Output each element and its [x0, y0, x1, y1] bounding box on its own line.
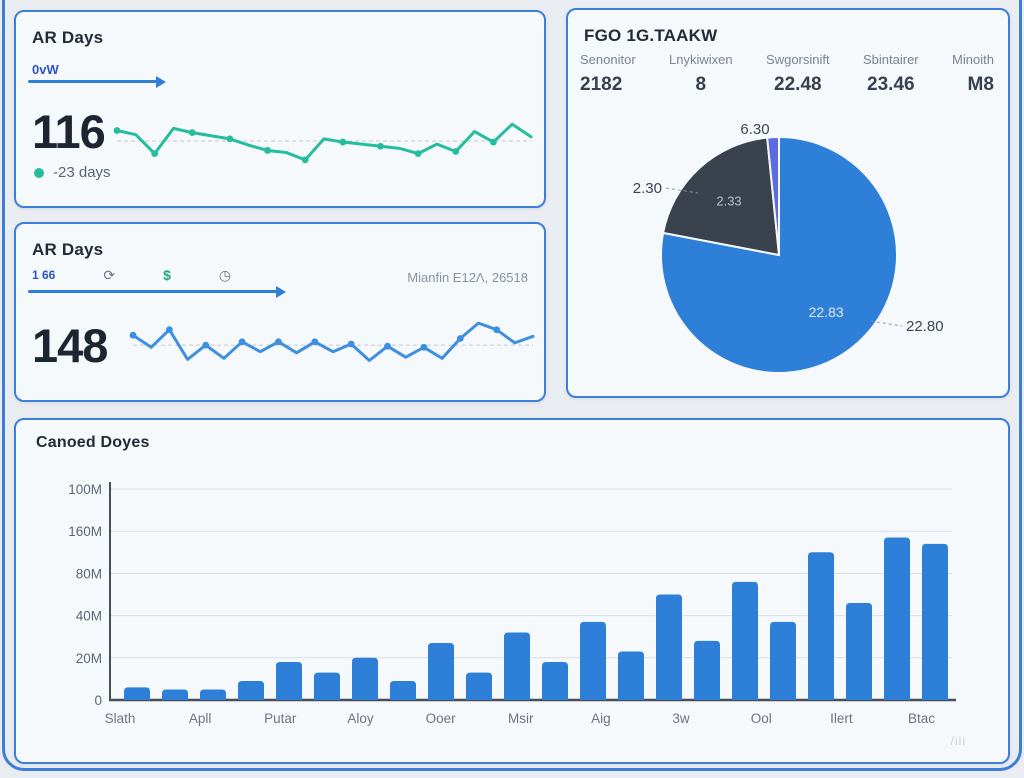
- svg-text:Putar: Putar: [264, 711, 297, 726]
- stat-label: Swgorsinift: [766, 52, 830, 67]
- metric-icon-row: 1 66 ⟳ $ ◷: [32, 268, 231, 282]
- svg-text:Apll: Apll: [189, 711, 212, 726]
- metric-label: 1 66: [32, 268, 56, 282]
- svg-text:Ool: Ool: [751, 711, 772, 726]
- svg-text:2.30: 2.30: [633, 180, 662, 197]
- svg-text:6.30: 6.30: [740, 121, 769, 138]
- svg-text:0: 0: [94, 693, 102, 708]
- bar-chart-card: Canoed Doyes 100M 160M 80M 40M 20M 0 Slath Apll…: [14, 418, 1010, 764]
- dollar-icon: $: [163, 267, 171, 283]
- corner-ghost-text: /ili: [950, 734, 966, 748]
- svg-text:Msir: Msir: [508, 711, 534, 726]
- delta-label: -23 days: [53, 164, 111, 181]
- stat-label: Sbintairer: [863, 52, 919, 67]
- stats-row: Senonitor 2182 Lnykiwixen 8 Swgorsinift …: [580, 52, 994, 96]
- svg-text:Aig: Aig: [591, 711, 611, 726]
- stat-label: Minoith: [952, 52, 994, 67]
- svg-text:Slath: Slath: [105, 711, 136, 726]
- card-title: FGO 1G.TAAKW: [584, 26, 718, 45]
- svg-text:Ooer: Ooer: [426, 711, 457, 726]
- card-title: AR Days: [32, 240, 104, 259]
- svg-text:22.83: 22.83: [809, 304, 844, 320]
- stat-label: Lnykiwixen: [669, 52, 733, 67]
- refresh-icon: ⟳: [103, 267, 116, 283]
- stat-value: M8: [967, 74, 994, 95]
- svg-text:40M: 40M: [76, 609, 102, 624]
- svg-text:3w: 3w: [672, 711, 690, 726]
- teal-dot-icon: [34, 167, 44, 178]
- pie-chart: 22.83 2.33 22.80 2.30 6.30: [633, 121, 944, 374]
- card-title: AR Days: [32, 28, 104, 47]
- stat-value: 22.48: [774, 74, 822, 95]
- ar-days-card-mid: AR Days 1 66 ⟳ $ ◷ Mianfin E12Λ, 26518 1…: [14, 222, 546, 402]
- svg-text:2.33: 2.33: [716, 193, 741, 208]
- stat-label: Senonitor: [580, 52, 636, 67]
- stat-block: Senonitor 2182: [580, 52, 636, 96]
- stat-value: 8: [695, 74, 707, 95]
- stat-block: Sbintairer 23.46: [863, 52, 919, 96]
- svg-text:22.80: 22.80: [906, 318, 944, 335]
- ar-days-card-top: AR Days 0vW 116 -23 days: [14, 10, 546, 208]
- stat-value: 23.46: [867, 74, 915, 95]
- stat-value: 2182: [580, 74, 623, 95]
- delta-indicator: -23 days: [34, 164, 111, 181]
- svg-text:160M: 160M: [68, 524, 102, 539]
- svg-text:80M: 80M: [76, 566, 102, 581]
- card-title: Canoed Doyes: [36, 434, 150, 451]
- summary-card: FGO 1G.TAAKW Senonitor 2182 Lnykiwixen 8…: [566, 8, 1010, 398]
- svg-text:Btac: Btac: [908, 711, 935, 726]
- svg-text:100M: 100M: [68, 482, 102, 497]
- svg-text:Ilert: Ilert: [830, 711, 853, 726]
- trend-arrow-icon: [28, 75, 166, 88]
- kpi-value: 116: [32, 105, 106, 158]
- svg-text:20M: 20M: [76, 651, 102, 666]
- stat-block: Lnykiwixen 8: [669, 52, 733, 96]
- metric-sub-label: 0vW: [32, 62, 59, 77]
- kpi-value: 148: [32, 319, 108, 372]
- stat-block: Swgorsinift 22.48: [766, 52, 830, 96]
- clock-icon: ◷: [218, 267, 232, 283]
- sparkline-chart: [129, 321, 535, 362]
- sparkline-chart: [113, 122, 533, 164]
- meta-text: Mianfin E12Λ, 26518: [407, 270, 528, 285]
- stat-block: Minoith M8: [952, 52, 994, 96]
- trend-arrow-icon: [28, 285, 286, 298]
- svg-text:Aloy: Aloy: [347, 711, 374, 726]
